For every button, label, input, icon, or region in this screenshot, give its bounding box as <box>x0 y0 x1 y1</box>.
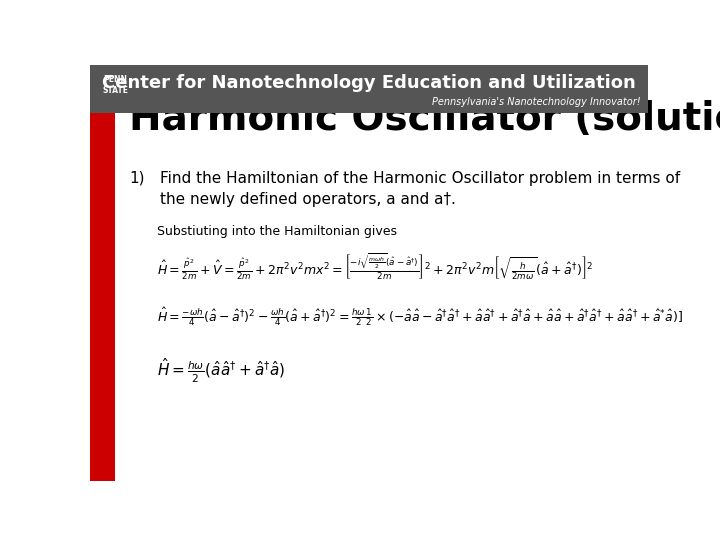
Text: Substiuting into the Hamiltonian gives: Substiuting into the Hamiltonian gives <box>157 225 397 238</box>
Text: 1): 1) <box>129 171 145 186</box>
Text: PENN
STATE: PENN STATE <box>102 75 128 94</box>
Text: $\hat{H} = \frac{-\omega h}{4}(\hat{a}-\hat{a}^{\dagger})^2-\frac{\omega h}{4}(\: $\hat{H} = \frac{-\omega h}{4}(\hat{a}-\… <box>157 305 683 328</box>
Bar <box>90 65 648 113</box>
Text: Find the Hamiltonian of the Harmonic Oscillator problem in terms of
the newly de: Find the Hamiltonian of the Harmonic Osc… <box>160 171 680 207</box>
Text: $\hat{H} = \frac{h\omega}{2}(\hat{a}\hat{a}^{\dagger}+\hat{a}^{\dagger}\hat{a})$: $\hat{H} = \frac{h\omega}{2}(\hat{a}\hat… <box>157 356 285 384</box>
Text: Center for Nanotechnology Education and Utilization: Center for Nanotechnology Education and … <box>102 74 636 92</box>
Bar <box>90 113 115 481</box>
Text: Pennsylvania's Nanotechnology Innovator!: Pennsylvania's Nanotechnology Innovator! <box>432 97 641 107</box>
Text: Harmonic Oscillator (solution): Harmonic Oscillator (solution) <box>129 100 720 138</box>
Text: $\hat{H} = \frac{\hat{p}^2}{2m}+\hat{V} = \frac{\hat{p}^2}{2m}+2\pi^2v^2mx^2 = \: $\hat{H} = \frac{\hat{p}^2}{2m}+\hat{V} … <box>157 251 593 282</box>
